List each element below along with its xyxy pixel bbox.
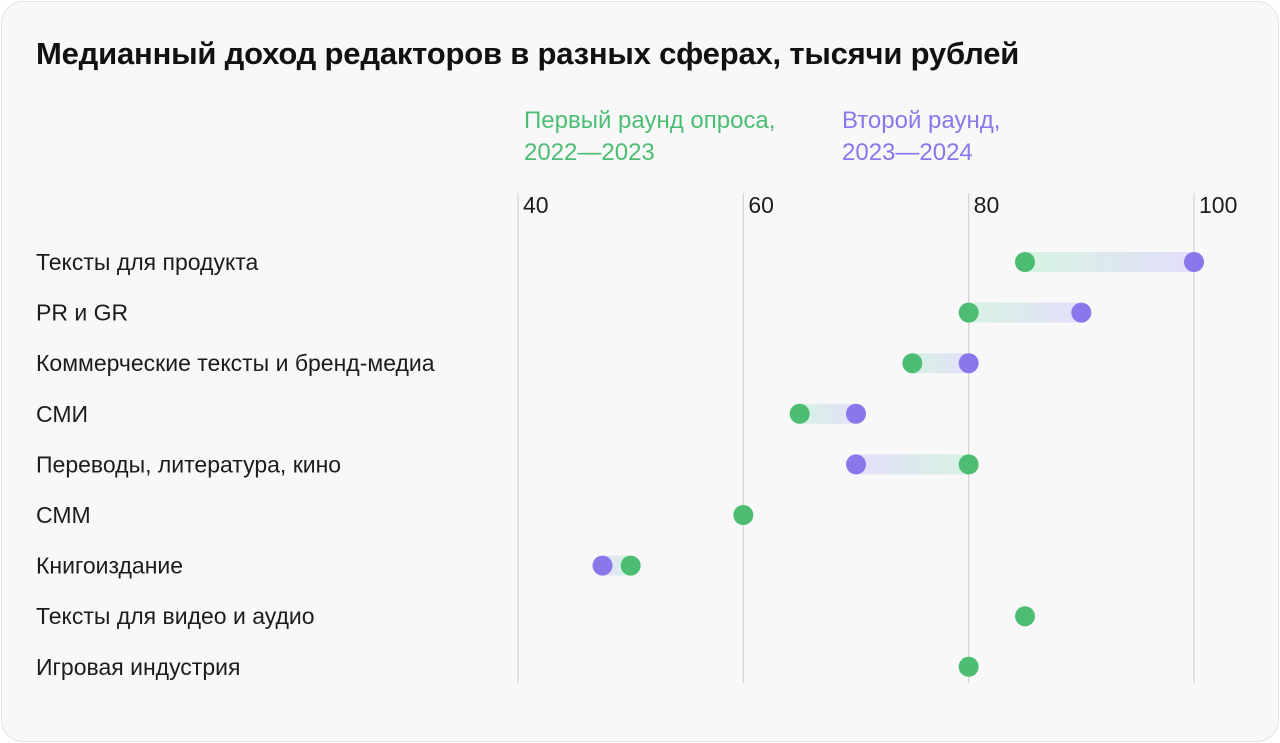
point-second-round — [592, 555, 613, 576]
point-first-round — [958, 302, 979, 323]
legend-first-round: Первый раунд опроса, 2022—2023 — [524, 105, 775, 169]
range-bar — [856, 454, 969, 475]
legend-first-line1: Первый раунд опроса, — [524, 107, 776, 134]
point-first-round — [1015, 252, 1035, 272]
x-tick-label-40: 40 — [523, 192, 549, 218]
point-first-round — [620, 555, 641, 576]
category-label: PR и GR — [36, 300, 128, 326]
point-second-round — [846, 403, 866, 424]
legend-second-round: Второй раунд, 2023—2024 — [842, 105, 1000, 169]
legend-first-line2: 2022—2023 — [524, 139, 655, 166]
category-label: Коммерческие тексты и бренд-медиа — [36, 350, 435, 376]
category-label: Переводы, литература, кино — [36, 451, 341, 477]
point-first-round — [958, 656, 979, 677]
point-first-round — [733, 505, 754, 525]
point-second-round — [958, 353, 979, 374]
x-tick-label-80: 80 — [974, 192, 1000, 218]
range-bar — [1025, 252, 1194, 272]
category-label: Тексты для продукта — [36, 249, 259, 275]
category-label: Игровая индустрия — [36, 654, 240, 680]
point-first-round — [1015, 606, 1035, 627]
point-first-round — [902, 353, 923, 374]
category-label: СМИ — [36, 401, 88, 427]
legend-second-line1: Второй раунд, — [842, 107, 1001, 134]
range-bar — [968, 302, 1082, 323]
category-label: Книгоиздание — [36, 553, 183, 579]
point-second-round — [846, 454, 866, 475]
point-first-round — [789, 403, 810, 424]
x-tick-label-100: 100 — [1199, 192, 1237, 218]
point-first-round — [958, 454, 979, 475]
category-label: Тексты для видео и аудио — [36, 603, 315, 629]
legend-second-line2: 2023—2024 — [842, 139, 973, 166]
range-bar — [799, 403, 856, 424]
point-second-round — [1071, 302, 1092, 323]
x-tick-label-60: 60 — [748, 192, 774, 218]
point-second-round — [1184, 252, 1204, 272]
chart-title: Медианный доход редакторов в разных сфер… — [36, 36, 1020, 71]
category-label: СММ — [36, 502, 91, 528]
range-bar — [912, 353, 969, 374]
